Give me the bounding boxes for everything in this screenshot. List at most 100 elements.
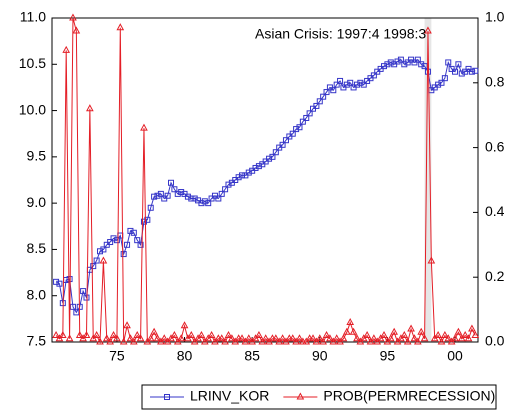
triangle-marker <box>319 337 327 345</box>
square-marker <box>130 229 137 236</box>
square-marker <box>56 280 63 287</box>
square-marker <box>441 75 448 82</box>
square-marker <box>360 81 367 88</box>
triangle-marker <box>52 330 60 339</box>
square-marker <box>381 63 388 70</box>
triangle-marker <box>386 334 395 342</box>
triangle-marker <box>92 330 101 339</box>
y-tick-label: 9.0 <box>27 194 47 210</box>
square-marker <box>134 237 141 244</box>
square-marker <box>455 61 462 68</box>
y2-tick-label: 0.4 <box>485 203 505 219</box>
square-marker <box>90 263 97 270</box>
square-marker <box>147 204 154 211</box>
legend-marker <box>164 394 170 400</box>
x-tick-label: 95 <box>380 348 396 364</box>
triangle-marker <box>278 334 287 342</box>
triangle-marker <box>133 330 142 339</box>
triangle-marker <box>407 324 415 332</box>
square-marker <box>418 61 425 68</box>
square-marker <box>266 155 273 162</box>
square-marker <box>445 59 452 66</box>
square-marker <box>69 303 76 310</box>
square-marker <box>472 67 479 74</box>
triangle-marker <box>180 321 189 329</box>
square-marker <box>215 195 222 202</box>
square-marker <box>164 192 171 199</box>
triangle-marker <box>444 334 453 342</box>
triangle-marker <box>72 26 81 34</box>
square-marker <box>255 163 262 170</box>
square-marker <box>53 278 60 285</box>
triangle-marker <box>244 334 253 342</box>
triangle-marker <box>160 334 169 342</box>
square-marker <box>137 241 144 248</box>
square-marker <box>83 294 90 301</box>
legend-marker <box>296 392 305 400</box>
square-marker <box>272 149 279 156</box>
triangle-marker <box>126 334 135 342</box>
square-marker <box>296 124 303 131</box>
square-marker <box>269 153 276 160</box>
triangle-marker <box>400 330 409 339</box>
square-marker <box>347 79 354 86</box>
triangle-marker <box>403 337 412 345</box>
shaded-band <box>424 18 432 342</box>
square-marker <box>394 58 401 65</box>
triangle-marker <box>224 330 233 339</box>
plot-frame <box>51 17 479 343</box>
y2-tick-label: 1.0 <box>485 9 505 25</box>
triangle-marker <box>99 256 108 264</box>
square-marker <box>293 126 300 133</box>
square-marker <box>100 246 107 253</box>
x-tick-label: 75 <box>109 348 125 364</box>
square-marker <box>124 241 131 248</box>
triangle-marker <box>420 334 429 342</box>
triangle-marker <box>295 334 304 342</box>
triangle-marker <box>153 334 162 342</box>
square-marker <box>468 68 475 75</box>
square-marker <box>225 181 232 188</box>
square-marker <box>93 257 100 264</box>
square-marker <box>218 190 225 197</box>
triangle-marker <box>261 334 270 342</box>
x-tick-label: 00 <box>447 348 463 364</box>
x-tick-label: 85 <box>244 348 260 364</box>
square-marker <box>178 189 185 196</box>
square-marker <box>384 61 391 68</box>
square-marker <box>414 56 421 63</box>
triangle-marker <box>353 334 361 342</box>
y-tick-label: 11.0 <box>20 9 46 25</box>
triangle-marker <box>170 330 179 339</box>
triangle-marker <box>102 334 111 342</box>
square-marker <box>252 164 259 171</box>
square-marker <box>80 288 87 295</box>
triangle-marker <box>271 334 280 342</box>
square-marker <box>151 193 158 200</box>
y2-tick-label: 0.0 <box>485 333 505 349</box>
square-marker <box>239 172 246 179</box>
triangle-marker <box>150 327 158 335</box>
square-marker <box>188 195 195 202</box>
triangle-marker <box>342 327 351 335</box>
triangle-marker <box>332 334 341 342</box>
square-marker <box>113 237 120 244</box>
legend-label: LRINV_KOR <box>190 388 269 404</box>
square-marker <box>323 89 330 96</box>
x-tick-label: 90 <box>312 348 328 364</box>
annotation: Asian Crisis: 1997:4 1998:3 <box>255 26 426 42</box>
triangle-marker <box>197 330 206 339</box>
triangle-marker <box>410 334 419 342</box>
square-marker <box>333 81 340 88</box>
y2-tick-label: 0.8 <box>485 74 505 90</box>
triangle-marker <box>464 334 473 342</box>
triangle-marker <box>461 330 469 339</box>
triangle-marker <box>380 330 388 339</box>
square-marker <box>452 68 459 75</box>
triangle-marker <box>82 330 91 339</box>
y-tick-label: 9.5 <box>27 148 47 164</box>
triangle-marker <box>454 327 463 335</box>
square-marker <box>201 198 208 205</box>
square-marker <box>144 216 151 223</box>
